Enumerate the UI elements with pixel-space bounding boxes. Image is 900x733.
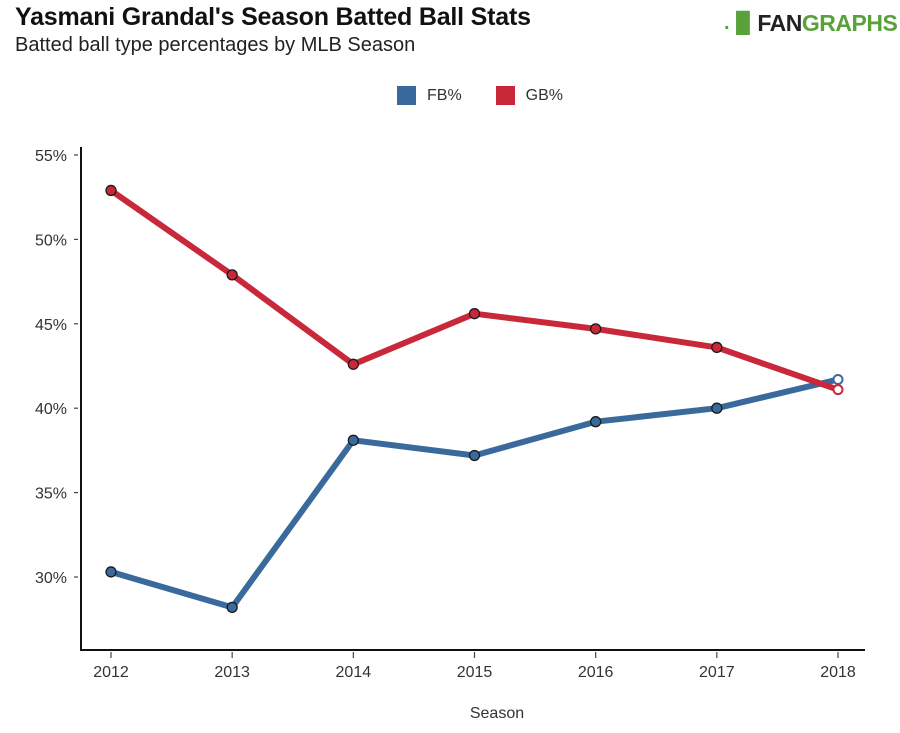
chart-title: Yasmani Grandal's Season Batted Ball Sta… xyxy=(15,3,531,31)
legend-item-gb: GB% xyxy=(495,86,564,105)
x-tick-label: 2017 xyxy=(699,664,735,681)
data-point-gb xyxy=(347,358,359,370)
fangraphs-logo: .▐▌ FAN GRAPHS xyxy=(724,10,898,37)
y-tick-label: 40% xyxy=(35,401,67,418)
batter-logo-icon: .▐▌ xyxy=(724,12,757,34)
data-point-fb xyxy=(832,374,844,386)
legend-item-fb: FB% xyxy=(397,86,462,105)
data-point-gb xyxy=(468,308,481,320)
x-axis-label: Season xyxy=(470,705,524,722)
data-point-gb xyxy=(711,341,723,354)
y-tick-label: 35% xyxy=(35,486,67,503)
data-point-fb xyxy=(468,449,481,462)
x-tick-label: 2013 xyxy=(214,664,250,681)
data-point-fb xyxy=(711,402,723,414)
data-point-gb xyxy=(590,323,602,335)
data-point-fb xyxy=(226,601,238,614)
data-point-gb xyxy=(105,184,117,197)
chart-subtitle: Batted ball type percentages by MLB Seas… xyxy=(15,34,416,56)
logo-text-graphs: GRAPHS xyxy=(801,10,898,36)
x-tick-label: 2015 xyxy=(457,664,493,681)
y-tick-label: 45% xyxy=(35,317,67,334)
data-point-fb xyxy=(347,434,359,446)
data-point-fb xyxy=(105,566,117,578)
legend-label-gb: GB% xyxy=(525,86,564,104)
y-tick-label: 55% xyxy=(35,148,67,165)
x-tick-label: 2012 xyxy=(93,664,129,681)
data-point-gb xyxy=(226,269,238,281)
data-point-gb xyxy=(832,384,844,396)
series-line-gb xyxy=(108,187,841,393)
y-tick-label: 30% xyxy=(35,570,67,587)
y-tick-label: 50% xyxy=(35,232,67,249)
series-line-fb xyxy=(108,376,841,611)
x-tick-label: 2018 xyxy=(820,664,856,681)
legend-swatch-fb xyxy=(397,86,416,105)
legend-swatch-gb xyxy=(495,86,515,105)
data-point-fb xyxy=(590,416,602,428)
logo-text-fan: FAN xyxy=(757,10,802,36)
legend: FB% GB% xyxy=(397,86,597,105)
x-tick-label: 2016 xyxy=(578,664,614,681)
x-tick-label: 2014 xyxy=(336,664,372,681)
legend-label-fb: FB% xyxy=(427,86,462,104)
